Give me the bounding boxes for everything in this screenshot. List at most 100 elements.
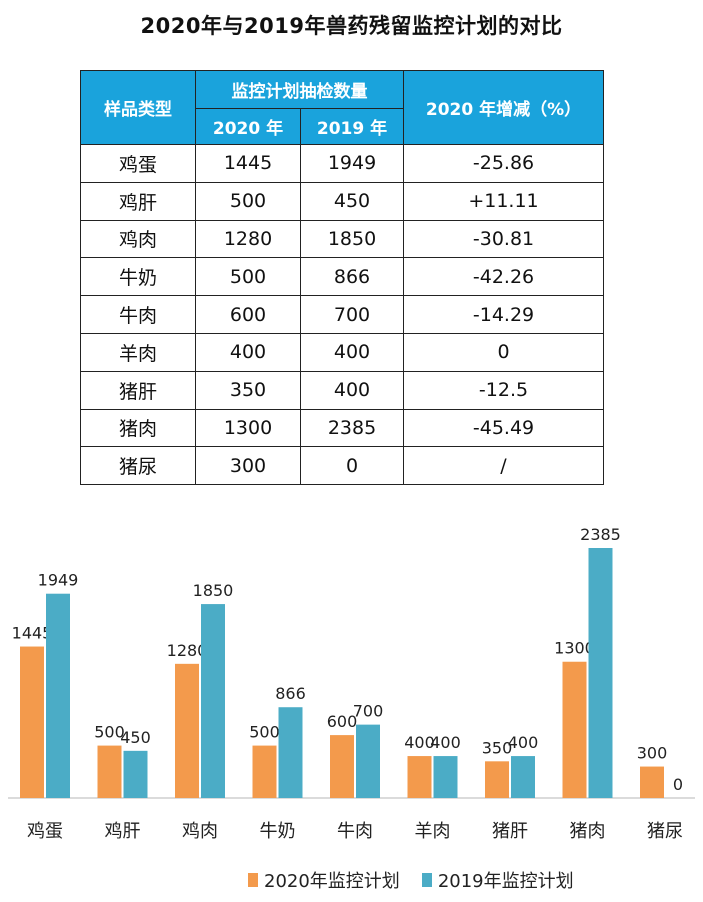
cell-2019: 2385 [300,408,404,448]
cell-change: -30.81 [403,219,604,259]
bar-2020 [20,646,44,798]
data-label: 0 [673,775,683,794]
cell-type: 猪尿 [80,446,196,486]
cell-2020: 1300 [195,408,301,448]
header-monitor-quantity: 监控计划抽检数量 [195,70,404,109]
legend-item-2020: 2020年监控计划 [248,867,400,893]
table-row: 猪肝 350 400 -12.5 [80,370,604,410]
data-label: 700 [353,702,384,721]
data-label: 2385 [580,525,621,544]
legend-label-2020: 2020年监控计划 [264,871,400,892]
data-label: 600 [327,712,358,731]
table-row: 猪尿 300 0 / [80,446,604,486]
cell-2019: 400 [300,332,404,372]
table-row: 牛肉 600 700 -14.29 [80,295,604,334]
cell-type: 猪肝 [80,370,196,410]
data-label: 1280 [167,641,208,660]
category-label: 猪尿 [647,821,683,842]
table-row: 猪肉 1300 2385 -45.49 [80,408,604,448]
category-label: 鸡蛋 [27,821,63,842]
table-row: 羊肉 400 400 0 [80,332,604,372]
data-label: 400 [430,733,461,752]
cell-type: 牛肉 [80,295,196,334]
bar-2020 [562,661,587,798]
data-label: 1949 [38,571,79,590]
data-label: 500 [249,723,280,742]
cell-change: -12.5 [403,370,604,410]
bar-2019 [278,707,303,798]
data-label: 400 [508,733,539,752]
data-label: 400 [404,733,435,752]
cell-2020: 1445 [195,144,301,183]
legend-swatch-2019 [421,873,432,887]
table-row: 鸡肉 1280 1850 -30.81 [80,219,604,259]
bar-2020 [330,735,354,798]
data-label: 1850 [193,581,234,600]
header-sample-type: 样品类型 [80,70,196,145]
data-label: 1300 [554,639,595,658]
legend-swatch-2020 [248,873,258,887]
data-label: 866 [275,684,306,703]
table-row: 牛奶 500 866 -42.26 [80,257,604,297]
cell-2020: 350 [195,370,301,410]
cell-change: +11.11 [403,181,604,221]
cell-change: 0 [403,332,604,372]
table-row: 鸡肝 500 450 +11.11 [80,181,604,221]
data-label: 450 [120,728,151,747]
data-label: 1445 [12,624,53,643]
cell-2020: 300 [195,446,301,486]
cell-2019: 450 [300,181,404,221]
table-row: 鸡蛋 1445 1949 -25.86 [80,144,604,183]
cell-2020: 1280 [195,219,301,259]
cell-type: 羊肉 [80,332,196,372]
cell-type: 鸡肝 [80,181,196,221]
bar-2020 [407,756,432,798]
header-year-2020: 2020 年 [195,108,301,145]
cell-change: -42.26 [403,257,604,297]
bar-2020 [485,761,509,798]
bar-2019 [201,604,225,798]
data-label: 500 [94,723,125,742]
bar-2020 [97,745,122,798]
cell-2020: 500 [195,181,301,221]
bar-chart: 14451949鸡蛋500450鸡肝12801850鸡肉500866牛奶6007… [8,525,695,842]
data-label: 350 [482,738,513,757]
category-label: 猪肉 [570,821,606,842]
cell-2019: 700 [300,295,404,334]
cell-type: 鸡蛋 [80,144,196,183]
cell-2020: 400 [195,332,301,372]
cell-type: 牛奶 [80,257,196,297]
bar-2019 [433,756,458,798]
bar-2019 [511,756,535,798]
bar-2019 [123,750,148,798]
legend-label-2019: 2019年监控计划 [437,871,574,892]
bar-2019 [356,724,380,798]
cell-change: -14.29 [403,295,604,334]
bar-2019 [46,593,70,798]
bar-2020 [252,745,277,798]
chart-legend: 2020年监控计划 2019年监控计划 [248,867,596,893]
page-title: 2020年与2019年兽药残留监控计划的对比 [140,14,563,38]
cell-2019: 0 [300,446,404,486]
category-label: 猪肝 [492,821,528,842]
category-label: 羊肉 [415,821,451,842]
cell-type: 鸡肉 [80,219,196,259]
data-label: 300 [637,744,668,763]
comparison-table: 样品类型 监控计划抽检数量 2020 年增减（%） 2020 年 2019 年 … [80,70,604,486]
cell-2019: 866 [300,257,404,297]
header-change-percent: 2020 年增减（%） [403,70,604,145]
legend-item-2019: 2019年监控计划 [421,867,574,893]
bar-2019 [588,548,613,798]
cell-type: 猪肉 [80,408,196,448]
category-label: 牛奶 [260,821,296,842]
category-label: 牛肉 [337,821,373,842]
category-label: 鸡肝 [105,821,141,842]
cell-2019: 1850 [300,219,404,259]
category-label: 鸡肉 [182,821,218,842]
header-year-2019: 2019 年 [300,108,404,145]
cell-2020: 500 [195,257,301,297]
cell-2020: 600 [195,295,301,334]
bar-2020 [640,766,664,798]
cell-2019: 1949 [300,144,404,183]
bar-2020 [175,663,199,798]
